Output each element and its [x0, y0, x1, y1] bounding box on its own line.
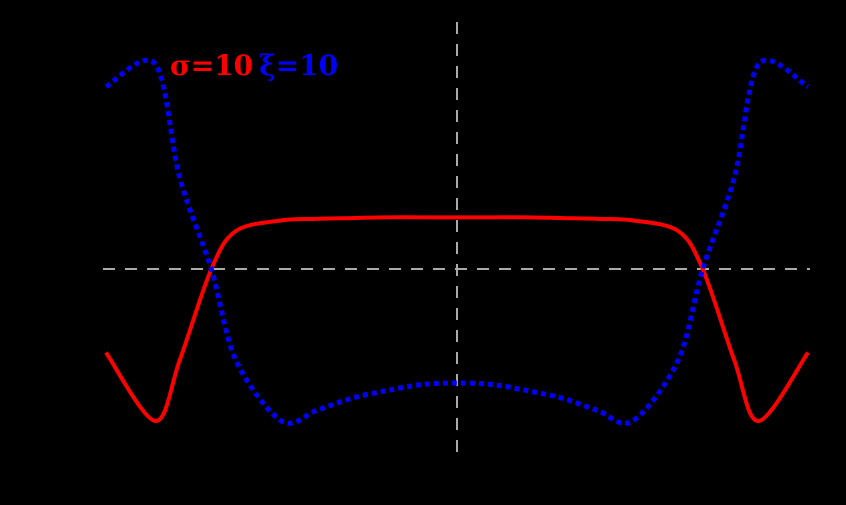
legend-sigma-label: σ=10 — [170, 49, 254, 82]
legend: σ=10 ξ=10 — [170, 48, 344, 84]
legend-xi-label: ξ=10 — [259, 49, 339, 82]
xi-series-line — [104, 57, 810, 426]
